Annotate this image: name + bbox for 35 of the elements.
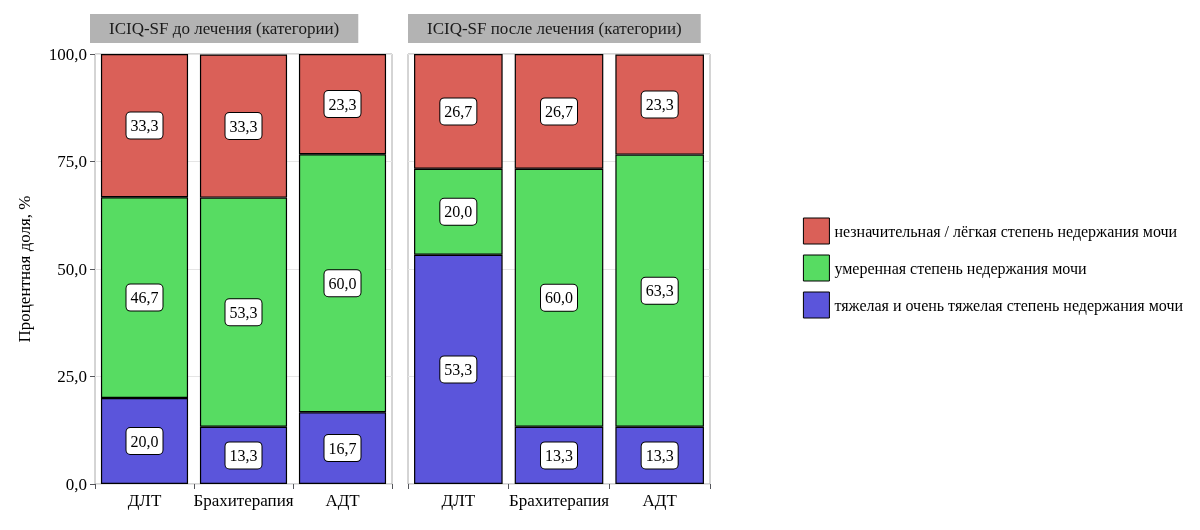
legend-label: тяжелая и очень тяжелая степень недержания мочи [834,296,1184,315]
data-label: 20,0 [444,203,473,221]
x-tick-label: ДЛТ [441,491,476,510]
data-label: 53,3 [444,360,473,378]
data-label: 53,3 [229,303,258,321]
data-label: 60,0 [328,274,357,292]
data-label: 46,7 [130,289,159,307]
data-label: 13,3 [229,446,258,464]
y-axis-title: Процентная доля, % [15,195,34,343]
x-tick-label: Брахитерапия [508,491,610,510]
x-tick-label: Брахитерапия [193,491,294,510]
x-tick-label: АДТ [642,491,678,510]
data-label: 13,3 [645,446,674,464]
data-label: 16,7 [328,439,357,457]
data-label: 23,3 [328,95,357,113]
y-tick-label: 0,0 [65,474,87,494]
legend-label: умеренная степень недержания мочи [834,259,1087,278]
x-tick-label: АДТ [325,491,361,510]
data-label: 63,3 [645,282,674,300]
chart-title: ICIQ-SF после лечения (категории) [427,19,682,38]
x-tick-label: ДЛТ [127,491,162,510]
data-label: 23,3 [645,96,674,114]
y-tick-label: 50,0 [57,259,87,279]
data-label: 20,0 [130,432,159,450]
data-label: 33,3 [130,117,159,135]
data-label: 13,3 [545,446,573,464]
y-tick-label: 100,0 [48,44,87,64]
y-tick-label: 75,0 [57,152,87,171]
y-tick-label: 25,0 [57,367,87,386]
data-label: 33,3 [229,117,258,135]
chart-title: ICIQ-SF до лечения (категории) [109,19,340,38]
data-label: 26,7 [444,102,473,120]
data-label: 26,7 [545,102,573,120]
legend-label: незначительная / лёгкая степень недержания мочи [834,222,1178,241]
data-label: 60,0 [545,289,573,307]
